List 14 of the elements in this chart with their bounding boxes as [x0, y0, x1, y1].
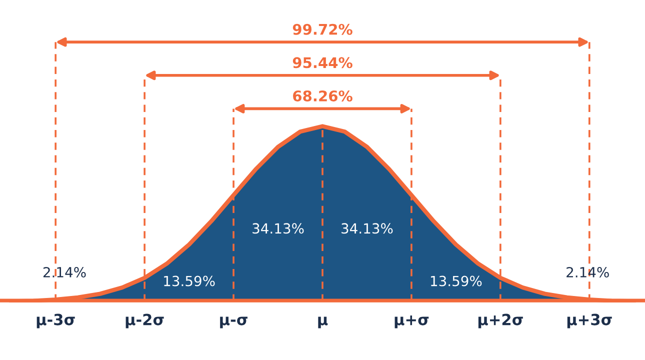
- text: 99.72%: [292, 24, 352, 35]
- text: 95.44%: [292, 57, 352, 68]
- x-tick-label: μ-3σ: [36, 314, 75, 328]
- x-tick-label: μ+σ: [394, 316, 429, 328]
- annotation: 13.59%: [164, 276, 215, 286]
- annotation: 34.13%: [342, 223, 393, 234]
- x-tick-label: μ-2σ: [126, 314, 164, 328]
- x-tick-label: μ-σ: [220, 316, 248, 328]
- annotation: 34.13%: [252, 223, 304, 234]
- x-tick-label: μ+3σ: [567, 314, 612, 328]
- x-tick-label: μ+2σ: [478, 314, 523, 328]
- text: 68.26%: [293, 90, 352, 102]
- annotation: 13.59%: [430, 276, 482, 286]
- x-tick-label: μ: [318, 316, 328, 328]
